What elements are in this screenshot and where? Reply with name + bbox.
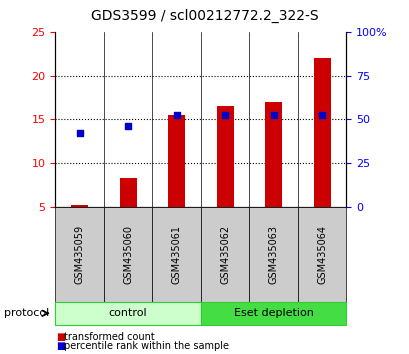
Bar [152,207,200,302]
Text: ■: ■ [56,341,66,351]
Text: protocol: protocol [4,308,49,318]
Text: GSM435059: GSM435059 [74,225,84,284]
Bar [168,115,185,207]
Bar [265,102,281,207]
Text: GSM435060: GSM435060 [123,225,133,284]
Bar [103,207,152,302]
Text: GSM435063: GSM435063 [268,225,278,284]
Bar [200,302,346,325]
Bar [71,205,88,207]
Bar [55,207,103,302]
Text: Eset depletion: Eset depletion [233,308,313,318]
Point [318,112,325,118]
Bar [216,106,233,207]
Bar [249,207,297,302]
Point [124,123,131,129]
Text: GSM435061: GSM435061 [171,225,181,284]
Bar [297,207,346,302]
Bar [200,207,249,302]
Point [221,112,228,118]
Text: GSM435064: GSM435064 [317,225,326,284]
Text: control: control [108,308,147,318]
Bar [313,58,330,207]
Text: ■: ■ [56,332,66,342]
Point [76,130,83,136]
Text: GDS3599 / scl00212772.2_322-S: GDS3599 / scl00212772.2_322-S [91,9,318,23]
Text: percentile rank within the sample: percentile rank within the sample [63,341,228,351]
Bar [119,178,136,207]
Point [173,112,180,118]
Point [270,112,276,118]
Bar [55,302,200,325]
Text: GSM435062: GSM435062 [220,225,229,284]
Text: transformed count: transformed count [63,332,154,342]
